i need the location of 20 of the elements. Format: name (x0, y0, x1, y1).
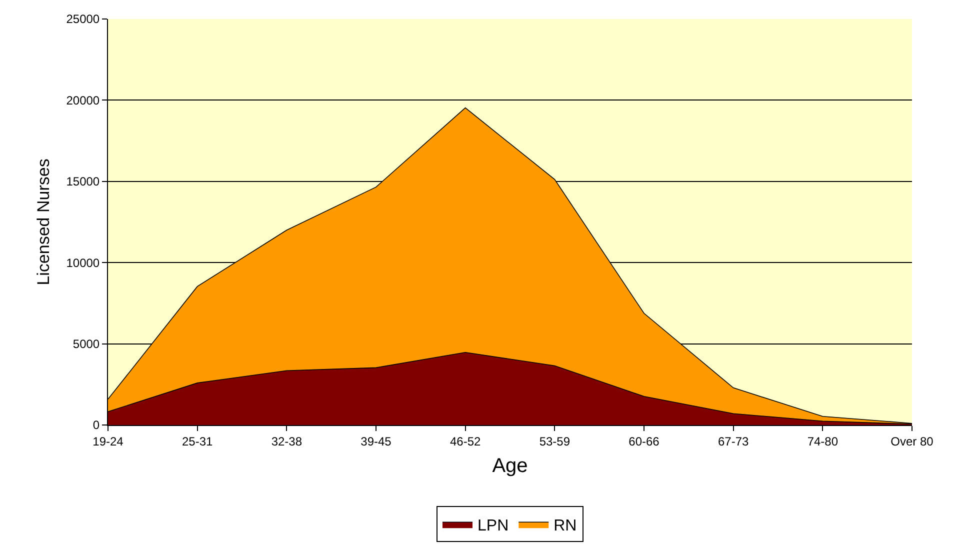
x-tick-label: 67-73 (718, 434, 749, 448)
x-tick-label: 53-59 (539, 434, 570, 448)
x-tick-label: Over 80 (890, 434, 934, 448)
x-tick-label: 46-52 (450, 434, 481, 448)
x-tick-label: 74-80 (807, 434, 838, 448)
y-tick-label: 5000 (72, 337, 100, 351)
y-tick-label: 0 (92, 418, 100, 432)
x-tick-label: 19-24 (92, 434, 124, 448)
x-tick-label: 32-38 (271, 434, 302, 448)
y-tick-label: 20000 (66, 93, 100, 108)
y-tick-label: 10000 (66, 256, 100, 270)
legend-label: RN (554, 517, 577, 534)
legend-label: LPN (478, 517, 509, 534)
y-tick-label: 25000 (66, 12, 100, 26)
y-tick-label: 15000 (66, 174, 100, 189)
x-tick-label: 60-66 (628, 434, 660, 448)
x-tick-label: 25-31 (182, 434, 213, 448)
y-axis-title: Licensed Nurses (34, 158, 53, 286)
x-axis-title: Age (492, 454, 528, 477)
x-tick-label: 39-45 (360, 434, 392, 448)
